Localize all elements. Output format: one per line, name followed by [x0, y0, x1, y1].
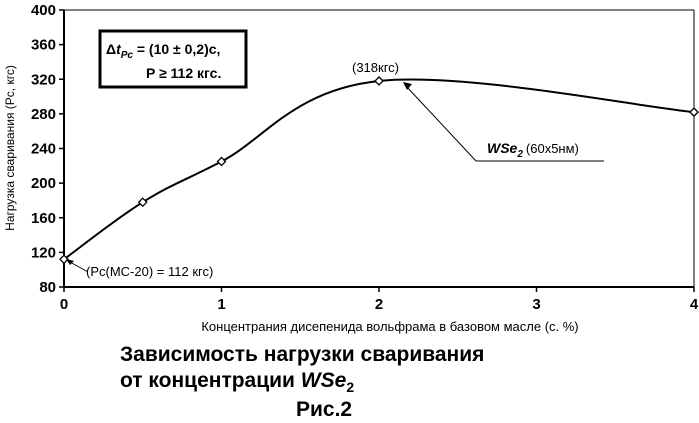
y-tick-label: 280 [31, 106, 56, 123]
series-points [60, 77, 698, 263]
y-tick-label: 80 [39, 279, 56, 296]
y-tick-label: 160 [31, 210, 56, 227]
condition-box-line2: P ≥ 112 кгс. [146, 65, 221, 81]
figure-label: Рис.2 [296, 398, 352, 422]
data-point [375, 77, 383, 85]
x-tick-label: 2 [375, 296, 383, 313]
y-axis-label: Нагрузка сваривания (Рс, кгс) [3, 65, 17, 231]
y-tick-label: 240 [31, 141, 56, 158]
series-curve [64, 80, 694, 260]
peak-annotation: (318кгс) [352, 60, 399, 75]
chart: 80 120 160 200 240 280 320 360 400 0 1 2 3 4 Нагрузк… [0, 0, 699, 345]
y-tick-group: 80 120 160 200 240 280 320 360 400 [31, 2, 64, 296]
y-tick-label: 360 [31, 37, 56, 54]
baseline-annotation: (Рс(МС-20) = 112 кгс) [86, 264, 213, 279]
y-tick-label: 120 [31, 244, 56, 261]
data-point [218, 157, 226, 165]
caption-line2-text: от концентрации [120, 369, 301, 392]
x-tick-label: 1 [217, 296, 225, 313]
y-tick-label: 320 [31, 71, 56, 88]
y-tick-label: 200 [31, 175, 56, 192]
data-point [690, 108, 698, 116]
series-label-callout: WSe2(60х5нм) [403, 82, 604, 161]
series-label: WSe2(60х5нм) [487, 140, 579, 160]
caption: Зависимость нагрузки сваривания от конце… [120, 342, 484, 400]
condition-box: ΔtPc = (10 ± 0,2)с, P ≥ 112 кгс. [100, 31, 246, 87]
caption-formula-sub: 2 [346, 379, 354, 395]
x-axis-label: Концентрания дисепенида вольфрама в базо… [201, 319, 578, 334]
x-tick-group: 0 1 2 3 4 [60, 287, 699, 313]
x-tick-label: 3 [532, 296, 540, 313]
caption-line2: от концентрации WSe2 [120, 368, 484, 400]
series-arrow-icon [403, 82, 412, 90]
caption-formula: WSe [301, 369, 347, 392]
caption-line1: Зависимость нагрузки сваривания [120, 342, 484, 368]
x-tick-label: 4 [690, 296, 699, 313]
series-leader [406, 86, 476, 161]
y-tick-label: 400 [31, 2, 56, 19]
x-tick-label: 0 [60, 296, 68, 313]
